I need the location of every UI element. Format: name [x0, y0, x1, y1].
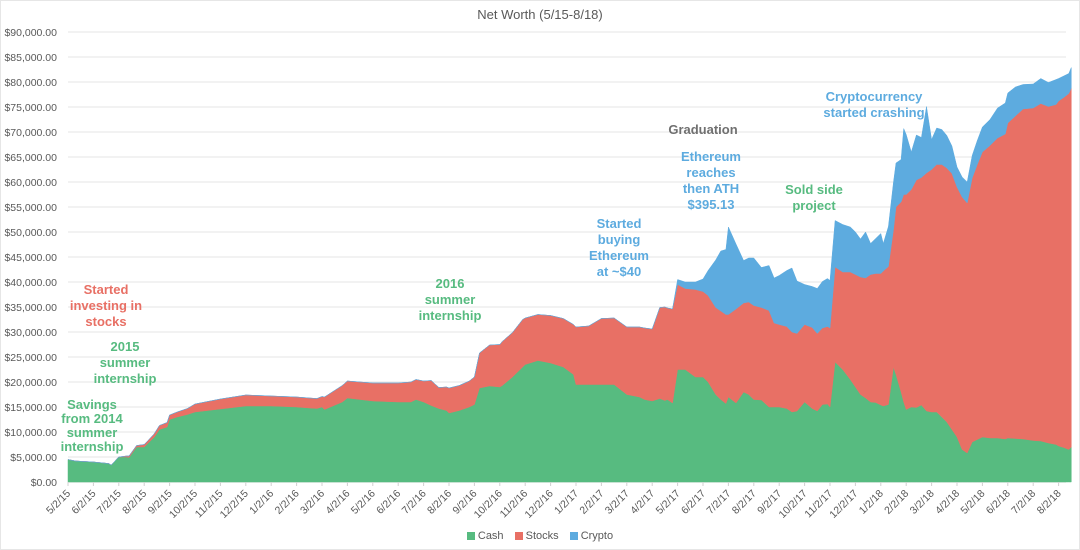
x-tick-label: 7/2/16: [400, 488, 429, 517]
y-tick-label: $50,000.00: [4, 227, 57, 239]
x-tick-label: 6/2/18: [984, 488, 1013, 517]
y-tick-label: $25,000.00: [4, 352, 57, 364]
y-axis: $0.00 $5,000.00 $10,000.00 $15,000.00 $20,00…: [4, 27, 57, 489]
x-tick-label: 4/2/16: [323, 488, 352, 517]
y-tick-label: $30,000.00: [4, 327, 57, 339]
y-tick-label: $5,000.00: [10, 452, 57, 464]
annotation-text: 2016 summer internship: [419, 276, 482, 323]
annotation-text: Sold side project: [785, 182, 843, 213]
x-tick-label: 7/2/18: [1009, 488, 1038, 517]
legend: Cash Stocks Crypto: [0, 530, 1080, 543]
x-tick-label: 12/2/16: [522, 488, 555, 521]
y-tick-label: $45,000.00: [4, 252, 57, 264]
y-tick-label: $55,000.00: [4, 202, 57, 214]
x-tick-label: 8/2/18: [1035, 488, 1064, 517]
y-tick-label: $85,000.00: [4, 52, 57, 64]
legend-item-crypto: Crypto: [569, 530, 613, 542]
y-tick-label: $40,000.00: [4, 277, 57, 289]
x-tick-label: 6/2/15: [69, 488, 98, 517]
x-tick-label: 3/2/18: [908, 488, 937, 517]
x-tick-label: 2/2/17: [577, 488, 606, 517]
annotation-text: Savings from 2014 summer internship: [61, 397, 124, 454]
x-tick-label: 4/2/17: [628, 488, 657, 517]
x-tick-label: 7/2/15: [95, 488, 124, 517]
x-tick-label: 5/2/15: [44, 488, 73, 517]
x-tick-label: 12/2/17: [827, 488, 860, 521]
x-tick-label: 3/2/16: [298, 488, 327, 517]
legend-item-cash: Cash: [466, 530, 504, 542]
x-tick-label: 1/2/18: [857, 488, 886, 517]
x-tick-label: 10/2/17: [776, 488, 809, 521]
x-tick-label: 6/2/16: [374, 488, 403, 517]
x-axis: 5/2/156/2/157/2/158/2/159/2/1510/2/1511/…: [44, 482, 1064, 521]
x-tick-label: 6/2/17: [679, 488, 708, 517]
x-tick-label: 4/2/18: [933, 488, 962, 517]
y-tick-label: $20,000.00: [4, 377, 57, 389]
x-tick-label: 3/2/17: [603, 488, 632, 517]
legend-item-stocks: Stocks: [514, 530, 559, 542]
x-tick-label: 8/2/17: [730, 488, 759, 517]
y-tick-label: $75,000.00: [4, 102, 57, 114]
y-tick-label: $80,000.00: [4, 77, 57, 89]
y-tick-label: $15,000.00: [4, 402, 57, 414]
crypto-area: [67, 67, 1072, 466]
crypto-swatch-icon: [569, 532, 578, 540]
x-tick-label: 7/2/17: [704, 488, 733, 517]
x-tick-label: 10/2/15: [167, 488, 200, 521]
stocks-swatch-icon: [514, 532, 523, 540]
y-tick-label: $0.00: [31, 477, 57, 489]
annotations: Started investing in stocks 2015 summer inter…: [61, 89, 925, 454]
y-tick-label: $65,000.00: [4, 152, 57, 164]
x-tick-label: 2/2/18: [882, 488, 911, 517]
y-tick-label: $90,000.00: [4, 27, 57, 39]
x-tick-label: 1/2/16: [247, 488, 276, 517]
x-tick-label: 2/2/16: [273, 488, 302, 517]
x-tick-label: 12/2/15: [218, 488, 251, 521]
x-tick-label: 5/2/17: [654, 488, 683, 517]
cash-swatch-icon: [466, 532, 475, 540]
y-tick-label: $70,000.00: [4, 127, 57, 139]
annotation-text: Cryptocurrency started crashing: [823, 89, 924, 120]
y-tick-label: $60,000.00: [4, 177, 57, 189]
x-tick-label: 8/2/16: [425, 488, 454, 517]
x-tick-label: 1/2/17: [552, 488, 581, 517]
x-tick-label: 10/2/16: [472, 488, 505, 521]
chart-title: Net Worth (5/15-8/18): [477, 7, 603, 22]
annotation-text: 2015 summer internship: [94, 339, 157, 386]
annotation-text: Ethereum reaches then ATH $395.13: [681, 149, 741, 212]
annotation-text: Started buying Ethereum at ~$40: [589, 216, 649, 279]
x-tick-label: 5/2/16: [349, 488, 378, 517]
x-tick-label: 5/2/18: [958, 488, 987, 517]
y-tick-label: $10,000.00: [4, 427, 57, 439]
data-areas: [67, 67, 1072, 483]
annotation-text: Started investing in stocks: [70, 282, 142, 329]
y-tick-label: $35,000.00: [4, 302, 57, 314]
x-tick-label: 8/2/15: [120, 488, 149, 517]
annotation-text: Graduation: [668, 122, 737, 137]
